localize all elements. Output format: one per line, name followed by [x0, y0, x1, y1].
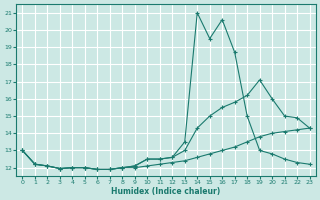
X-axis label: Humidex (Indice chaleur): Humidex (Indice chaleur) [111, 187, 221, 196]
